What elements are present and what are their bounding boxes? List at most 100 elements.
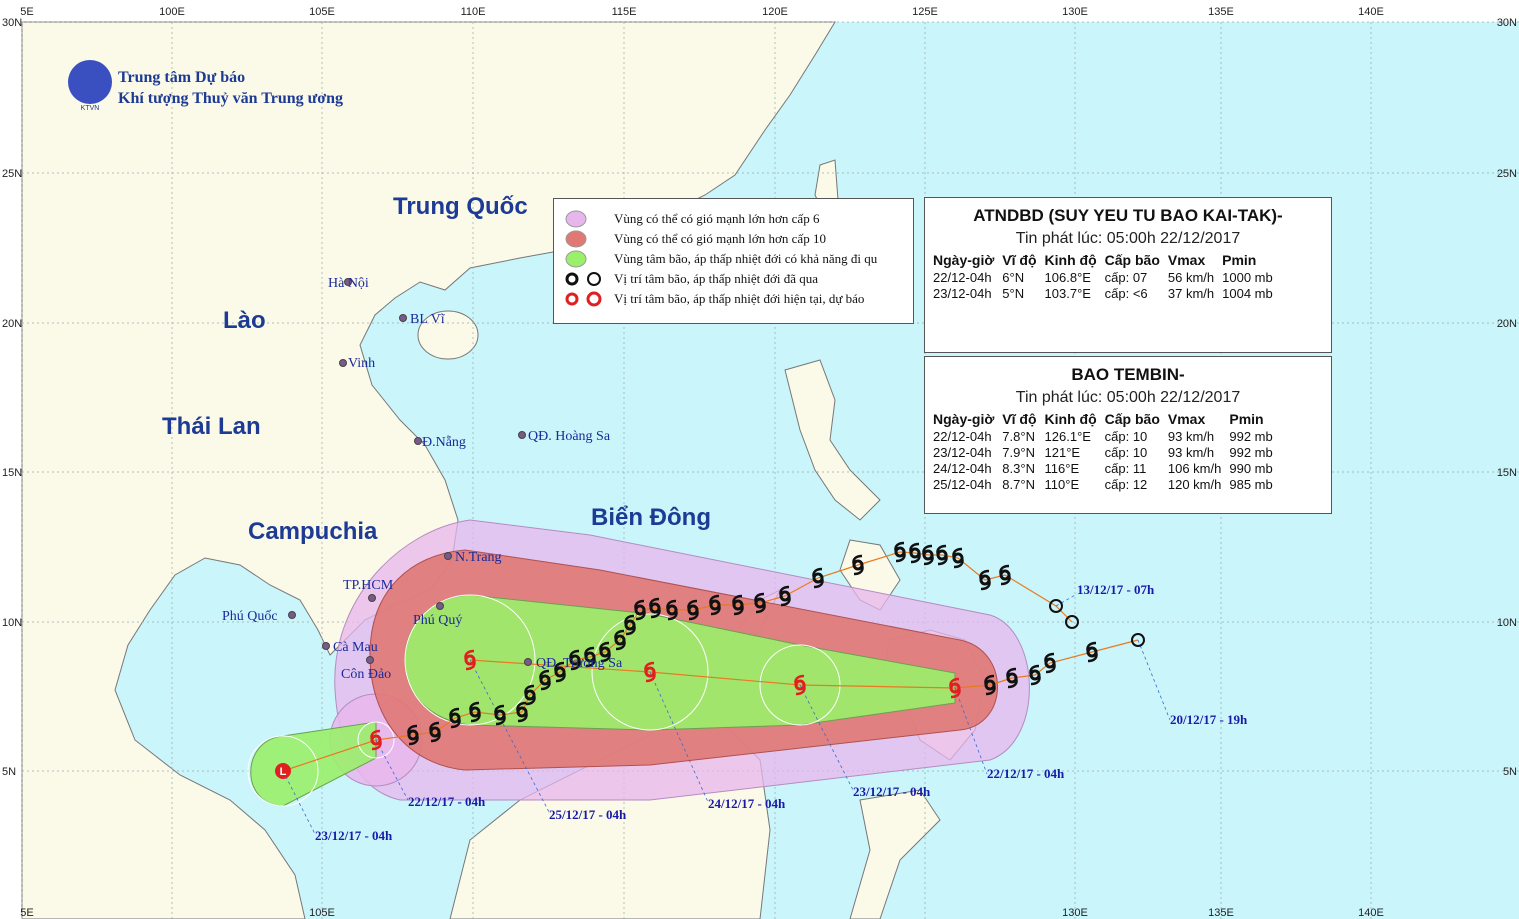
legend-entry: Vùng tâm bão, áp thấp nhiệt đới có khả n… [614,251,878,266]
lat-label: 30N [1497,17,1517,29]
table-row: 24/12-04h 8.3°N 116°E cấp: 11 106 km/h 990 mb [933,461,1281,477]
storm-arm [649,597,660,609]
storm-arm [794,674,805,686]
column-header: Cấp bão [1104,252,1160,268]
storm-arm [852,554,863,566]
storm-arm [524,684,535,696]
storm-arm [710,604,721,616]
legend-swatch [586,291,602,307]
track-line [469,639,1139,689]
storm-symbol [936,544,948,566]
storm-arm [937,554,948,566]
low-symbol [275,763,291,779]
storm-symbol [569,649,581,671]
storm-arm [732,594,743,606]
storm-symbol [979,569,991,591]
storm-symbol [894,541,906,563]
storm-arm [465,659,476,671]
table-cell: 985 mb [1229,477,1273,492]
storm-arm [516,701,527,713]
lat-label: 10N [1497,617,1517,629]
place-dot [436,602,444,610]
storm-arm [910,552,921,564]
table-cell: 8.7°N [1002,477,1035,492]
storm-arm [585,656,596,668]
lon-label: 135E [1208,6,1234,18]
table-cell: 103.7°E [1044,286,1091,301]
forecast-circle [759,644,841,726]
place-label: Cà Mau [333,640,378,655]
place-label: N.Trang [455,550,502,565]
place-label: TP.HCM [343,578,394,593]
column-header: Pmin [1222,252,1257,268]
storm-symbol [449,707,461,729]
storm-arm [494,704,505,716]
low-label: L [280,766,287,778]
lon-label: 140E [1358,907,1384,919]
storm-arm [615,639,626,651]
sulawesi [849,789,941,919]
table-cell: 110°E [1044,477,1080,492]
storm-arm [709,594,720,606]
storm-arm [733,604,744,616]
place-dot [444,552,452,560]
forecast-table: Ngày-giờ Vĩ độ Kinh độ Cấp bão Vmax Pmin 22/12… [933,252,1281,302]
leader-line [1055,593,1078,607]
storm-symbol [754,592,766,614]
storm-arm [554,661,565,673]
storm-arm [895,551,906,563]
legend: Vùng có thể có gió mạnh lớn hơn cấp 6 Vù… [553,198,914,324]
lat-label: 5N [1503,766,1517,778]
legend-swatch [565,250,587,268]
storm-arm [469,701,480,713]
logo [68,60,112,104]
table-row: 23/12-04h 7.9°N 121°E cấp: 10 93 km/h 992 mb [933,445,1281,461]
storm-symbol [1029,664,1041,686]
storm-arm [985,684,996,696]
storm-arm [370,729,381,741]
column-header: Pmin [1229,411,1264,427]
storm-arm [950,687,961,699]
place-dot [399,314,407,322]
region-label: Campuchia [248,518,378,545]
legend-swatch [565,230,587,248]
storm-arm [1045,662,1056,674]
table-cell: cấp: 12 [1104,477,1148,492]
storm-arm [635,609,646,621]
place-dot [414,437,422,445]
forecast-circle [404,594,536,726]
storm-arm [952,547,963,559]
past-position [1065,615,1079,629]
lat-label: 20N [1497,318,1517,330]
table-cell: cấp: 10 [1104,445,1148,460]
lat-label: 30N [2,17,22,29]
lat-label: 5N [2,766,16,778]
storm-arm [429,721,440,733]
table-cell: 6°N [1002,270,1025,285]
storm-symbol [687,599,699,621]
storm-arm [1086,641,1097,653]
storm-symbol [852,554,864,576]
table-cell: 23/12-04h [933,286,992,301]
table-cell: 116°E [1044,461,1080,476]
storm-arm [584,646,595,658]
table-cell: cấp: <6 [1104,286,1148,301]
lon-label: 105E [309,907,335,919]
storm-arm [666,599,677,611]
table-cell: 992 mb [1229,445,1273,460]
storm-symbol [666,599,678,621]
lon-label: 5E [20,907,33,919]
storm-arm [645,671,656,683]
place-label: QĐ. Hoàng Sa [528,429,611,444]
storm-arm [1029,664,1040,676]
storm-arm [979,569,990,581]
table-cell: cấp: 10 [1104,429,1148,444]
info-table: ATNDBD (SUY YEU TU BAO KAI-TAK)- Tin phát… [924,197,1332,353]
table-title: BAO TEMBIN- [1071,365,1185,384]
lon-label: 130E [1062,6,1088,18]
storm-arm [540,679,551,691]
legend-entry: Vùng có thể có gió mạnh lớn hơn cấp 6 [614,211,820,226]
storm-arm [667,609,678,621]
place-label: QĐ. Trường Sa [536,656,623,671]
org-line: Khí tượng Thuỷ văn Trung ương [118,90,343,107]
